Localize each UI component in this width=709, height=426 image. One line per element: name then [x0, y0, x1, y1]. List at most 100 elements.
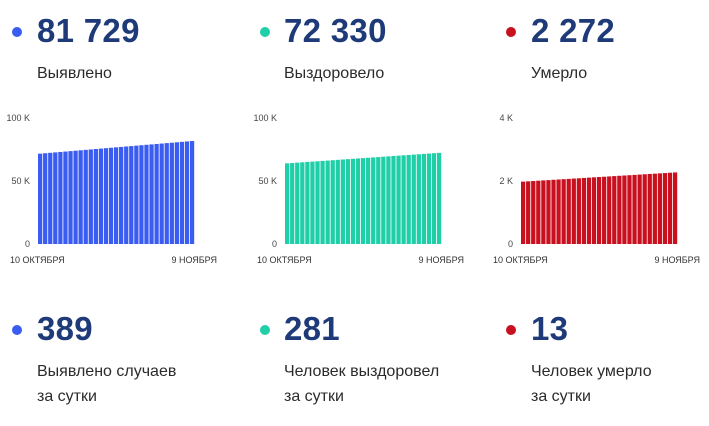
bar — [340, 159, 345, 244]
y-tick-label: 0 — [25, 239, 30, 249]
detected-total: 81 729 — [37, 12, 140, 49]
x-tick-label-start: 10 ОКТЯБРЯ — [10, 255, 65, 265]
bar — [68, 151, 73, 244]
bar — [149, 144, 154, 244]
bar — [320, 160, 325, 244]
recovered-total: 72 330 — [284, 12, 387, 49]
x-tick-label-start: 10 ОКТЯБРЯ — [257, 255, 312, 265]
x-tick-label-start: 10 ОКТЯБРЯ — [493, 255, 548, 265]
bar — [38, 153, 43, 244]
bar — [526, 181, 531, 244]
bar — [546, 180, 551, 244]
daily-recovered-line2: за сутки — [284, 388, 344, 405]
died-total: 2 272 — [531, 12, 616, 49]
bar — [119, 146, 124, 244]
died-dot — [506, 27, 516, 37]
bar — [305, 161, 310, 244]
bar — [531, 181, 536, 244]
detected-chart: 0 50 K 100 K 10 ОКТЯБРЯ 9 НОЯБРЯ — [6, 108, 220, 268]
bar — [436, 152, 442, 244]
bar — [411, 154, 416, 244]
bar — [602, 176, 607, 244]
bar — [355, 158, 361, 244]
y-tick-label: 0 — [508, 239, 513, 249]
bar — [662, 173, 668, 244]
bar — [596, 177, 602, 244]
bar — [581, 177, 587, 244]
bar — [652, 173, 657, 244]
y-tick-label: 100 K — [253, 113, 277, 123]
bar — [667, 172, 673, 244]
bar — [642, 174, 647, 244]
bar — [179, 141, 185, 244]
daily-detected-line1: Выявлено случаев — [37, 363, 177, 380]
bar — [88, 149, 93, 244]
bar — [386, 156, 391, 244]
bar — [295, 162, 300, 244]
bar — [48, 152, 53, 244]
bar — [607, 176, 612, 244]
bar — [53, 152, 58, 244]
bar — [184, 141, 190, 244]
daily-died-line1: Человек умерло — [531, 363, 652, 380]
bar — [431, 153, 437, 244]
bar — [73, 150, 78, 244]
bar — [576, 178, 581, 244]
bar — [586, 177, 592, 244]
bar — [396, 155, 401, 244]
daily-detected-dot — [12, 325, 22, 335]
bar — [83, 149, 88, 244]
bar — [335, 159, 340, 244]
bar — [366, 157, 371, 244]
bar — [401, 155, 406, 244]
daily-recovered-value: 281 — [284, 310, 340, 347]
bar — [330, 160, 335, 244]
bar — [617, 175, 622, 244]
bar — [129, 146, 134, 244]
bar — [360, 158, 366, 244]
bar — [421, 153, 426, 244]
bar — [108, 147, 114, 244]
bar — [536, 180, 541, 244]
bar — [285, 163, 290, 244]
bar — [43, 153, 48, 244]
recovered-chart-svg: 0 50 K 100 K 10 ОКТЯБРЯ 9 НОЯБРЯ — [253, 113, 464, 265]
bar — [159, 143, 164, 244]
bar — [58, 151, 63, 244]
bar — [144, 144, 149, 244]
bar — [325, 160, 330, 244]
detected-chart-svg: 0 50 K 100 K 10 ОКТЯБРЯ 9 НОЯБРЯ — [6, 113, 217, 265]
daily-died-value: 13 — [531, 310, 569, 347]
bar — [672, 172, 678, 244]
bar — [541, 180, 546, 244]
recovered-label: Выздоровело — [284, 65, 385, 82]
y-tick-label: 2 K — [499, 176, 513, 186]
bar — [647, 173, 652, 244]
bar — [315, 161, 320, 244]
y-tick-label: 50 K — [258, 176, 277, 186]
bar — [154, 143, 159, 244]
died-chart: 0 2 K 4 K 10 ОКТЯБРЯ 9 НОЯБРЯ — [493, 108, 703, 268]
y-tick-label: 0 — [272, 239, 277, 249]
x-tick-label-end: 9 НОЯБРЯ — [654, 255, 700, 265]
recovered-chart: 0 50 K 100 K 10 ОКТЯБРЯ 9 НОЯБРЯ — [253, 108, 467, 268]
died-chart-svg: 0 2 K 4 K 10 ОКТЯБРЯ 9 НОЯБРЯ — [493, 113, 700, 265]
bar — [164, 143, 169, 244]
bar — [612, 176, 617, 244]
y-tick-label: 50 K — [11, 176, 30, 186]
x-tick-label-end: 9 НОЯБРЯ — [171, 255, 217, 265]
bar — [139, 145, 144, 244]
y-tick-label: 4 K — [499, 113, 513, 123]
detected-dot — [12, 27, 22, 37]
bar — [416, 154, 421, 244]
bar — [310, 161, 315, 244]
bar — [571, 178, 576, 244]
bar — [174, 142, 179, 244]
bar — [632, 174, 637, 244]
detected-label: Выявлено — [37, 65, 112, 82]
bar — [78, 150, 83, 244]
bar — [103, 148, 109, 244]
bar — [591, 177, 597, 244]
bar — [622, 175, 627, 244]
bar — [406, 154, 411, 244]
